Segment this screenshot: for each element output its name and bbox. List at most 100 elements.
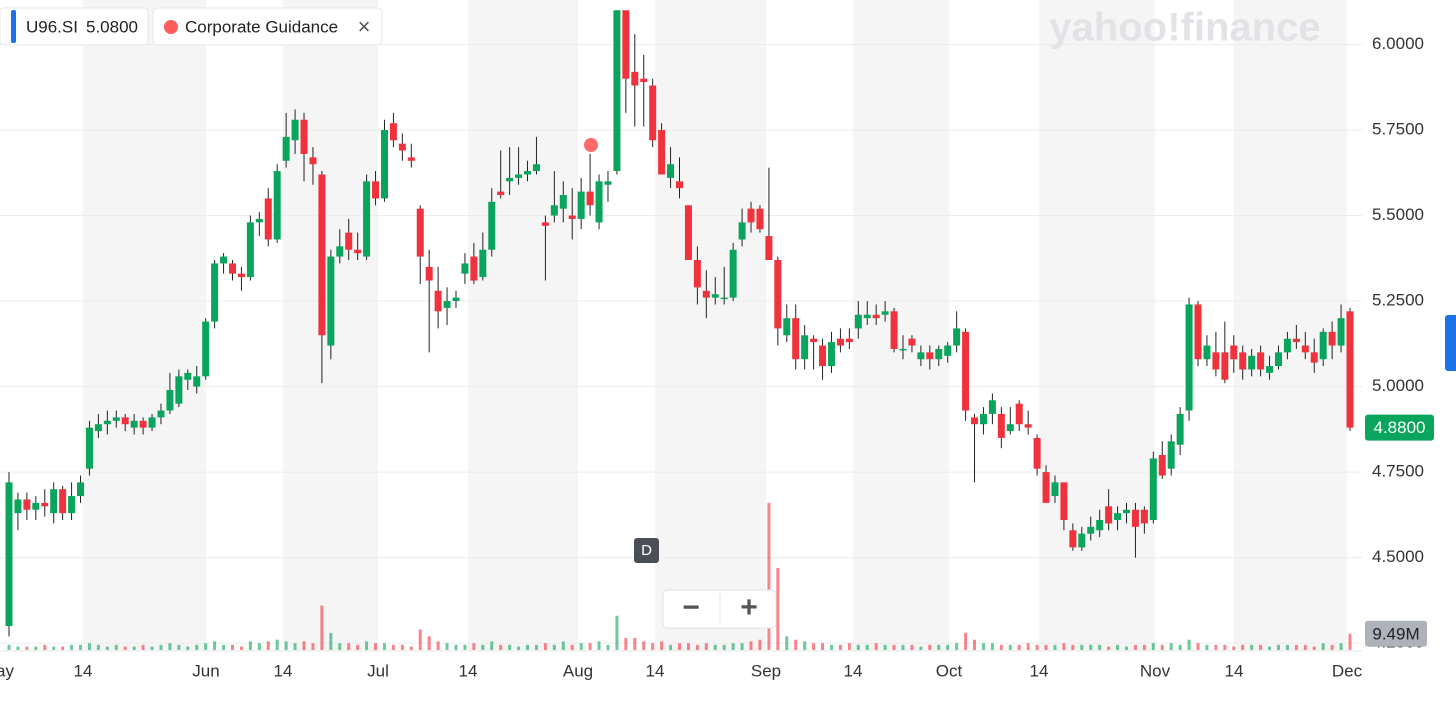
volume-bar	[1223, 644, 1227, 650]
x-tick-label: 14	[274, 661, 293, 680]
candle-body	[783, 318, 791, 336]
volume-bar	[838, 644, 842, 650]
event-marker[interactable]	[584, 138, 598, 152]
x-tick-label: Sep	[751, 661, 781, 680]
candle-body	[792, 318, 800, 360]
candle-body	[229, 263, 236, 274]
volume-bar	[320, 605, 324, 650]
candle-body	[622, 10, 630, 79]
candle-body	[899, 348, 907, 351]
volume-bar	[16, 646, 20, 650]
candle-body	[604, 181, 612, 185]
volume-bar	[329, 632, 333, 650]
candle-body	[872, 314, 880, 319]
candle-body	[345, 232, 353, 250]
candle-body	[890, 311, 898, 349]
volume-bar	[275, 639, 279, 650]
volume-bar	[436, 641, 440, 650]
candle-body	[255, 218, 263, 223]
candle-body	[515, 174, 523, 178]
candle-body	[1051, 482, 1059, 497]
last-price-label: 4.8800	[1374, 418, 1426, 437]
volume-bar	[1348, 633, 1352, 650]
volume-bar	[794, 639, 798, 650]
candle-body	[68, 496, 76, 514]
volume-bar	[722, 644, 726, 650]
interval-badge[interactable]: D	[641, 542, 652, 559]
candle-body	[130, 420, 138, 428]
volume-bar	[311, 643, 315, 650]
candle-body	[631, 71, 639, 86]
candle-body	[1176, 413, 1184, 445]
candle-body	[819, 345, 827, 367]
candle-body	[1337, 318, 1345, 346]
candle-body	[327, 256, 335, 346]
volume-bar	[704, 643, 708, 650]
candle-body	[944, 345, 952, 356]
x-tick-label: Oct	[936, 661, 963, 680]
volume-bar	[1116, 644, 1120, 650]
volume-bar	[427, 636, 431, 650]
volume-bar	[1062, 643, 1066, 650]
candle-body	[595, 181, 603, 223]
zoom-in[interactable]: +	[740, 591, 758, 624]
candle-body	[1194, 304, 1202, 360]
candle-body	[908, 338, 916, 346]
zoom-out[interactable]: −	[682, 591, 700, 624]
candle-body	[1212, 352, 1220, 370]
candle-body	[336, 246, 344, 257]
volume-bar	[624, 638, 628, 650]
volume-bar	[633, 638, 637, 650]
candle-body	[1015, 403, 1023, 425]
x-tick-label: Jul	[367, 661, 389, 680]
close-button[interactable]: ×	[358, 14, 371, 39]
volume-bar	[1196, 643, 1200, 650]
candle-body	[434, 290, 442, 312]
candle-body	[372, 181, 380, 199]
candle-body	[14, 499, 22, 514]
volume-bar	[946, 644, 950, 650]
watermark: yahoo!finance	[1049, 6, 1320, 50]
event-legend-box[interactable]	[152, 7, 383, 46]
volume-bar	[293, 643, 297, 650]
volume-bar	[1321, 643, 1325, 650]
interval-badge-box[interactable]	[634, 538, 659, 563]
candle-body	[1283, 338, 1291, 353]
candle-body	[1105, 506, 1113, 524]
volume-bar	[43, 644, 47, 650]
candle-body	[640, 78, 648, 83]
x-tick-label: 14	[1225, 661, 1244, 680]
volume-bar	[231, 644, 234, 650]
volume-bar	[713, 644, 717, 650]
candle-body	[148, 417, 156, 428]
candle-body	[211, 263, 219, 322]
volume-bar	[7, 644, 11, 650]
volume-bar	[1285, 644, 1289, 650]
volume-bar	[382, 643, 386, 650]
volume-bar	[588, 643, 592, 650]
candle-body	[935, 348, 943, 360]
candle-body	[1078, 533, 1086, 548]
volume-bar	[141, 644, 145, 650]
event-legend-dot	[164, 20, 178, 34]
volume-bar	[937, 644, 941, 650]
candle-body	[479, 249, 487, 278]
candle-body	[32, 502, 40, 510]
candle-body	[979, 413, 987, 425]
volume-bar	[374, 643, 378, 650]
side-tab[interactable]	[1445, 315, 1456, 371]
candle-body	[1301, 345, 1309, 353]
candle-body	[827, 342, 835, 367]
symbol-box[interactable]	[0, 7, 149, 46]
volume-bar	[132, 646, 136, 650]
candle-body	[184, 372, 192, 380]
candle-body	[237, 273, 245, 278]
candle-body	[524, 171, 532, 175]
symbol-color	[11, 10, 16, 43]
candle-body	[1033, 437, 1041, 469]
candle-body	[1114, 513, 1122, 520]
candle-body	[112, 417, 120, 421]
candle-body	[1221, 352, 1229, 380]
